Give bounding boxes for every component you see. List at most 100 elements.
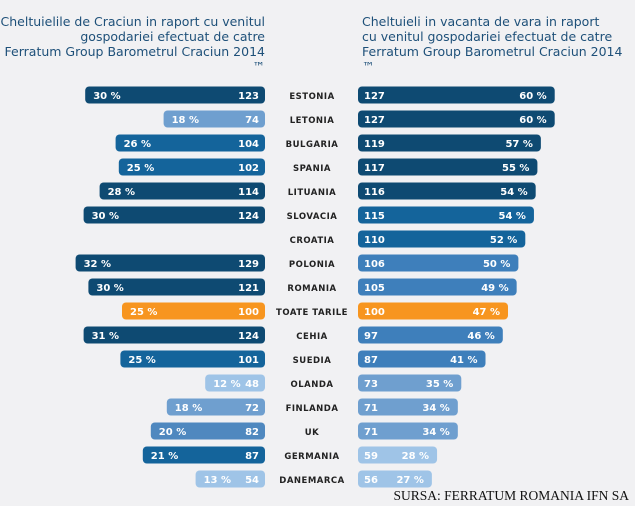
- right-percent-label: 46 %: [467, 331, 494, 342]
- left-index-label: 54: [245, 475, 259, 486]
- left-bar: [99, 182, 265, 200]
- left-index-label: 74: [245, 115, 259, 126]
- right-index-label: 119: [364, 139, 385, 150]
- country-label: OLANDA: [291, 380, 334, 390]
- right-percent-label: 41 %: [450, 355, 477, 366]
- left-percent-label: 25 %: [127, 163, 154, 174]
- right-bar: [358, 206, 534, 224]
- right-index-label: 87: [364, 355, 378, 366]
- title-line: Cheltuieli in vacanta de vara in raport: [362, 14, 600, 29]
- left-bar: [85, 86, 265, 104]
- title-line: gospodariei efectuat de catre: [80, 29, 265, 44]
- left-index-label: 100: [238, 307, 259, 318]
- right-index-label: 106: [364, 259, 385, 270]
- right-percent-label: 34 %: [422, 427, 449, 438]
- right-bar: [358, 326, 503, 344]
- left-percent-label: 18 %: [175, 403, 202, 414]
- right-index-label: 97: [364, 331, 378, 342]
- right-bar: [358, 230, 526, 248]
- left-index-label: 123: [238, 91, 259, 102]
- country-label: LETONIA: [290, 116, 335, 126]
- right-percent-label: 34 %: [422, 403, 449, 414]
- left-bar: [205, 374, 265, 392]
- left-bar: [195, 470, 265, 488]
- right-index-label: 105: [364, 283, 385, 294]
- right-index-label: 116: [364, 187, 385, 198]
- right-percent-label: 47 %: [473, 307, 500, 318]
- right-index-label: 73: [364, 379, 378, 390]
- right-index-label: 110: [364, 235, 385, 246]
- title-line: Cheltuielile de Craciun in raport cu ven…: [0, 14, 265, 29]
- right-percent-label: 35 %: [426, 379, 453, 390]
- right-index-label: 127: [364, 91, 385, 102]
- country-label: SUEDIA: [293, 356, 332, 366]
- left-percent-label: 32 %: [84, 259, 111, 270]
- left-percent-label: 25 %: [128, 355, 155, 366]
- left-index-label: 82: [245, 427, 259, 438]
- right-index-label: 117: [364, 163, 385, 174]
- right-bar: [358, 302, 508, 320]
- country-label: ESTONIA: [289, 92, 334, 102]
- right-percent-label: 50 %: [483, 259, 510, 270]
- left-index-label: 87: [245, 451, 259, 462]
- right-bar: [358, 86, 555, 104]
- right-bar: [358, 422, 458, 440]
- left-index-label: 102: [238, 163, 259, 174]
- right-bar: [358, 134, 541, 152]
- left-index-label: 101: [238, 355, 259, 366]
- left-bar: [118, 158, 265, 176]
- right-bar: [358, 398, 458, 416]
- right-bar: [358, 446, 438, 464]
- country-label: TOATE TARILE: [276, 308, 348, 318]
- left-percent-label: 30 %: [93, 91, 120, 102]
- left-bar: [83, 326, 265, 344]
- right-index-label: 56: [364, 475, 378, 486]
- right-percent-label: 55 %: [502, 163, 529, 174]
- left-bar: [83, 206, 265, 224]
- left-percent-label: 30 %: [92, 211, 119, 222]
- right-bar: [358, 254, 519, 272]
- country-label: UK: [305, 428, 320, 438]
- left-bar: [150, 422, 265, 440]
- country-label: SPANIA: [293, 164, 331, 174]
- left-bar: [166, 398, 265, 416]
- country-label: SLOVACIA: [287, 212, 338, 222]
- right-percent-label: 49 %: [481, 283, 508, 294]
- country-label: POLONIA: [289, 260, 335, 270]
- right-percent-label: 60 %: [519, 91, 546, 102]
- title-line: cu venitul gospodariei efectuat de catre: [362, 29, 613, 44]
- right-bar: [358, 278, 517, 296]
- right-index-label: 115: [364, 211, 385, 222]
- left-percent-label: 26 %: [124, 139, 151, 150]
- country-label: FINLANDA: [286, 404, 339, 414]
- left-percent-label: 12 %: [213, 379, 240, 390]
- left-bar: [142, 446, 265, 464]
- left-index-label: 121: [238, 283, 259, 294]
- left-index-label: 124: [238, 211, 259, 222]
- left-percent-label: 30 %: [96, 283, 123, 294]
- country-label: ROMANIA: [287, 284, 336, 294]
- left-percent-label: 18 %: [172, 115, 199, 126]
- left-index-label: 104: [238, 139, 259, 150]
- country-label: CEHIA: [296, 332, 327, 342]
- left-bar: [120, 350, 266, 368]
- left-bar: [163, 110, 265, 128]
- right-percent-label: 52 %: [490, 235, 517, 246]
- right-percent-label: 28 %: [402, 451, 429, 462]
- left-index-label: 124: [238, 331, 259, 342]
- left-percent-label: 21 %: [151, 451, 178, 462]
- country-label: LITUANIA: [288, 188, 336, 198]
- right-bar: [358, 182, 536, 200]
- right-percent-label: 57 %: [505, 139, 532, 150]
- country-label: CROATIA: [290, 236, 335, 246]
- right-chart-title: Cheltuieli in vacanta de vara in raport …: [362, 14, 635, 74]
- left-index-label: 114: [238, 187, 259, 198]
- right-percent-label: 54 %: [499, 211, 526, 222]
- left-bar: [75, 254, 265, 272]
- left-index-label: 48: [245, 379, 259, 390]
- right-index-label: 127: [364, 115, 385, 126]
- country-label: DANEMARCA: [279, 476, 344, 486]
- left-percent-label: 20 %: [159, 427, 186, 438]
- right-index-label: 71: [364, 403, 378, 414]
